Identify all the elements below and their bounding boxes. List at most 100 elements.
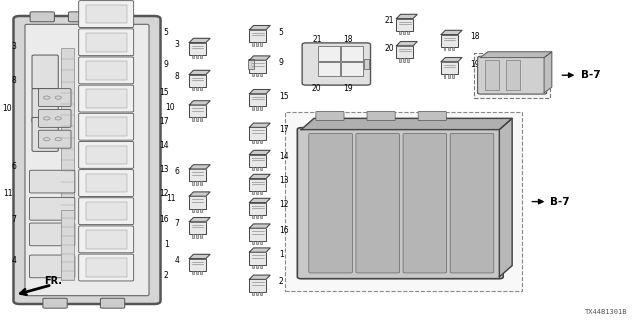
Text: 17: 17 [159, 117, 169, 126]
Bar [86, 117, 127, 136]
Bar [189, 169, 206, 181]
Bar [86, 5, 127, 23]
Polygon shape [250, 198, 270, 203]
Bar [256, 140, 258, 143]
Bar [250, 30, 266, 42]
FancyBboxPatch shape [32, 117, 58, 151]
Bar [452, 47, 454, 51]
FancyBboxPatch shape [79, 85, 134, 112]
Text: 9: 9 [279, 58, 284, 67]
FancyBboxPatch shape [29, 197, 75, 220]
Text: 19: 19 [343, 84, 353, 93]
Bar [200, 209, 202, 212]
Bar [191, 234, 194, 238]
Bar [444, 74, 445, 78]
Bar [189, 43, 206, 55]
Bar [189, 105, 206, 117]
Bar [474, 53, 550, 98]
Text: 18: 18 [343, 35, 353, 44]
Bar [200, 87, 202, 91]
Text: 20: 20 [384, 44, 394, 52]
Text: TX44B1301B: TX44B1301B [585, 309, 627, 315]
Text: 5: 5 [164, 28, 168, 36]
Bar [260, 191, 262, 195]
Bar [189, 75, 206, 87]
Bar [200, 271, 202, 275]
Polygon shape [189, 192, 210, 196]
FancyBboxPatch shape [13, 16, 161, 304]
Polygon shape [441, 58, 462, 62]
Bar [196, 209, 198, 212]
Text: 7: 7 [12, 215, 17, 224]
Polygon shape [250, 224, 270, 228]
Bar [399, 31, 401, 35]
Text: B-7: B-7 [580, 70, 600, 80]
Polygon shape [396, 42, 417, 46]
FancyBboxPatch shape [356, 133, 399, 273]
Bar [86, 33, 127, 52]
Text: 16: 16 [279, 226, 289, 235]
FancyBboxPatch shape [38, 109, 71, 127]
FancyBboxPatch shape [367, 111, 395, 121]
Bar [260, 167, 262, 171]
Polygon shape [396, 14, 417, 19]
Text: 18: 18 [470, 32, 480, 41]
Bar [318, 62, 340, 76]
Text: 6: 6 [12, 162, 17, 171]
Polygon shape [250, 150, 270, 155]
Text: 19: 19 [470, 60, 480, 68]
Bar [447, 74, 450, 78]
FancyBboxPatch shape [38, 89, 71, 107]
Bar [86, 61, 127, 80]
Text: 13: 13 [159, 165, 169, 174]
Bar [196, 117, 198, 121]
FancyBboxPatch shape [477, 56, 547, 94]
Polygon shape [250, 123, 270, 127]
Bar [200, 117, 202, 121]
Polygon shape [189, 254, 210, 259]
Text: 15: 15 [159, 88, 169, 97]
Bar [191, 55, 194, 59]
FancyBboxPatch shape [418, 111, 446, 121]
Bar [189, 222, 206, 234]
Bar [407, 58, 409, 62]
Polygon shape [480, 52, 552, 58]
FancyBboxPatch shape [32, 55, 58, 89]
Text: 6: 6 [175, 167, 180, 176]
Polygon shape [499, 118, 512, 277]
Polygon shape [301, 118, 512, 130]
Bar [252, 73, 253, 76]
Bar [250, 203, 266, 215]
Bar [256, 191, 258, 195]
FancyBboxPatch shape [43, 298, 67, 308]
Text: 12: 12 [279, 200, 288, 209]
Text: B-7: B-7 [550, 196, 570, 207]
FancyBboxPatch shape [79, 254, 134, 281]
Bar [260, 106, 262, 110]
Bar [191, 209, 194, 212]
Bar [196, 55, 198, 59]
Polygon shape [189, 218, 210, 222]
Bar [86, 230, 127, 249]
Polygon shape [250, 90, 270, 94]
Text: 7: 7 [175, 220, 180, 228]
Bar [191, 181, 194, 185]
Text: 15: 15 [279, 92, 289, 100]
Bar [256, 241, 258, 244]
Text: 20: 20 [311, 84, 321, 93]
Bar [61, 210, 74, 280]
Bar [260, 42, 262, 46]
Bar [260, 265, 262, 268]
Text: 3: 3 [175, 40, 180, 49]
Polygon shape [189, 165, 210, 169]
FancyBboxPatch shape [32, 89, 58, 123]
Text: 2: 2 [164, 271, 168, 280]
Bar [200, 181, 202, 185]
Text: 14: 14 [159, 141, 169, 150]
FancyBboxPatch shape [100, 298, 125, 308]
Bar [191, 87, 194, 91]
Polygon shape [189, 70, 210, 75]
Bar [252, 215, 253, 219]
Text: 17: 17 [279, 125, 289, 134]
Bar [441, 35, 458, 47]
